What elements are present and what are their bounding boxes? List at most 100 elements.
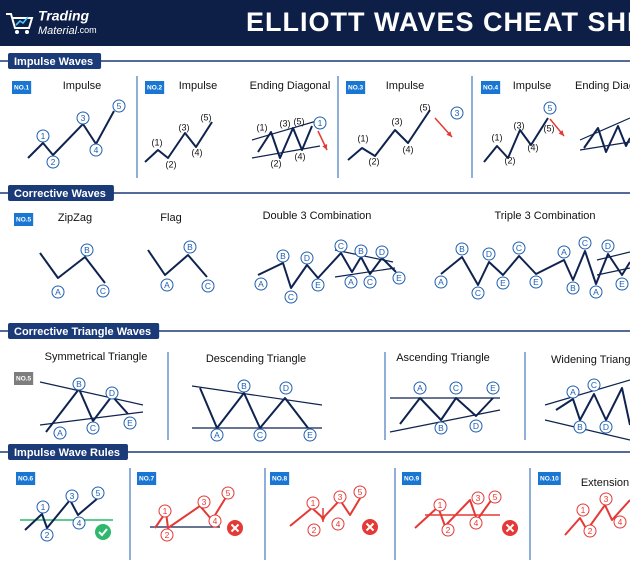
section-title: Corrective Waves — [14, 188, 106, 200]
wave-label-circle — [363, 275, 377, 289]
wave-label-circle — [311, 278, 325, 292]
brand: Trading — [38, 8, 90, 24]
wave-label: C — [288, 292, 294, 302]
wave-label: 2 — [165, 530, 170, 540]
panel-tag — [538, 472, 561, 485]
wave-label: B — [187, 242, 193, 252]
wave-line — [555, 387, 630, 426]
wave-label: (4) — [528, 142, 539, 152]
panel-tag — [481, 81, 501, 94]
wave-label: B — [280, 251, 286, 261]
wave-label: (1) — [257, 122, 268, 132]
wave-label: A — [438, 277, 444, 287]
wave-label-circle — [333, 490, 347, 504]
pattern-title: Impulse — [386, 80, 425, 92]
valid-icon — [95, 524, 111, 540]
wave-label: B — [438, 423, 444, 433]
wave-label-circle — [334, 239, 348, 253]
wave-label: (2) — [271, 158, 282, 168]
wave-label: C — [516, 243, 522, 253]
trend-line — [334, 267, 396, 278]
wave-label-circle — [105, 386, 119, 400]
wave-line — [564, 499, 630, 536]
wave-label-circle — [583, 524, 597, 538]
wave-line — [39, 252, 106, 284]
wave-label-circle — [284, 290, 298, 304]
wave-label: D — [603, 422, 609, 432]
wave-label: 1 — [41, 502, 46, 512]
wave-label: 5 — [96, 488, 101, 498]
panel-tag-label: NO.3 — [348, 85, 364, 92]
wave-label: 1 — [581, 505, 586, 515]
wave-label-circle — [601, 239, 615, 253]
wave-line — [144, 121, 213, 163]
wave-label: 1 — [163, 506, 168, 516]
wave-label: 5 — [358, 487, 363, 497]
wave-label: (3) — [179, 122, 190, 132]
wave-label: C — [367, 277, 373, 287]
brand-sub-text: Material — [38, 25, 78, 37]
wave-label: (5) — [294, 116, 305, 126]
trend-line — [596, 267, 630, 276]
wave-line — [27, 110, 115, 159]
wave-label-circle — [53, 426, 67, 440]
wave-label: (4) — [403, 144, 414, 154]
wave-label: (2) — [369, 156, 380, 166]
brand-sub: Material.com — [38, 25, 97, 37]
pattern-title: Widening Triangle — [551, 354, 630, 366]
wave-label-circle — [254, 277, 268, 291]
wave-line — [583, 125, 630, 153]
wave-label: A — [214, 430, 220, 440]
panel-tag — [346, 81, 366, 94]
wave-label: C — [100, 286, 106, 296]
wave-label: (5) — [420, 102, 431, 112]
wave-label: (1) — [152, 137, 163, 147]
wave-label-circle — [197, 495, 211, 509]
invalid-cross — [365, 522, 375, 532]
wave-label: 4 — [213, 516, 218, 526]
wave-label-circle — [123, 416, 137, 430]
wave-label-circle — [183, 240, 197, 254]
panel-tag — [402, 472, 422, 485]
pattern-title: Ascending Triangle — [396, 352, 490, 364]
wave-label-circle — [353, 485, 367, 499]
wave-label-circle — [72, 377, 86, 391]
wave-label-circle — [91, 486, 105, 500]
wave-label-circle — [433, 498, 447, 512]
wave-label-circle — [578, 236, 592, 250]
wave-label-circle — [587, 378, 601, 392]
wave-label: 3 — [81, 113, 86, 123]
wave-label-circle — [375, 245, 389, 259]
pattern-title: Impulse — [63, 80, 102, 92]
wave-label-circle — [51, 285, 65, 299]
brand-domain: .com — [77, 25, 97, 35]
panel-tag-label: NO.1 — [14, 85, 30, 92]
wave-label: C — [205, 281, 211, 291]
trend-line — [579, 141, 630, 151]
wave-label-circle — [589, 285, 603, 299]
wave-label: 2 — [51, 157, 56, 167]
trend-line — [251, 145, 321, 159]
wave-label: E — [396, 273, 402, 283]
pattern-title: Flag — [160, 212, 181, 224]
wave-label: (3) — [514, 120, 525, 130]
panel-tag-label: NO.10 — [540, 476, 559, 483]
wave-label-circle — [573, 420, 587, 434]
wave-label-circle — [276, 249, 290, 263]
wave-label: A — [593, 287, 599, 297]
pattern-title: Triple 3 Combination — [494, 210, 595, 222]
wave-label: B — [570, 283, 576, 293]
wave-label: (5) — [201, 112, 212, 122]
pattern-title: ZipZag — [58, 212, 92, 224]
wave-line — [147, 249, 208, 278]
wave-line — [440, 250, 630, 286]
wave-label-circle — [392, 271, 406, 285]
wave-label: E — [307, 430, 313, 440]
wave-label: 1 — [318, 118, 323, 128]
panel-tag — [270, 472, 290, 485]
pattern-title: Ending Diagonal — [575, 80, 630, 92]
wave-label: A — [258, 279, 264, 289]
pattern-title: Double 3 Combination — [263, 210, 372, 222]
wave-line — [399, 397, 494, 425]
